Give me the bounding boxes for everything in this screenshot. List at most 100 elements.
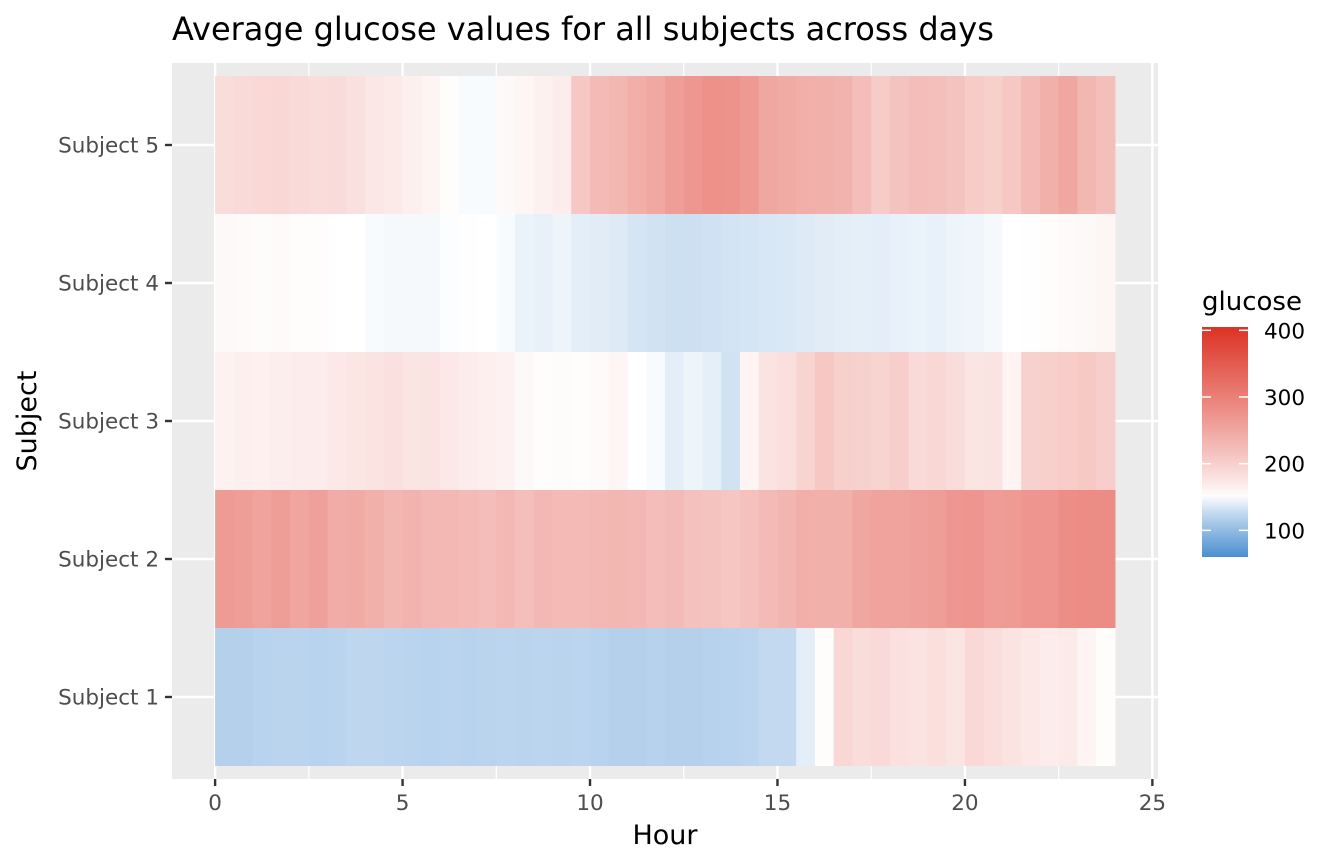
heatmap-cell (702, 352, 722, 490)
heatmap-cell (571, 214, 591, 352)
heatmap-cell (365, 352, 385, 490)
heatmap-cell (327, 352, 347, 490)
heatmap-cell (458, 352, 479, 490)
heatmap-cell (421, 490, 441, 628)
heatmap-cell (665, 490, 685, 628)
heatmap-cell (1039, 490, 1060, 628)
heatmap-cell (646, 214, 666, 352)
heatmap-cell (533, 352, 554, 490)
heatmap-cell (421, 76, 441, 214)
heatmap-cell (627, 628, 647, 766)
heatmap-cell (1058, 214, 1078, 352)
heatmap-cell (233, 214, 254, 352)
heatmap-cell (852, 214, 872, 352)
heatmap-cell (383, 352, 404, 490)
x-tick-label: 5 (396, 791, 410, 816)
heatmap-cell (964, 490, 985, 628)
heatmap-cell (1039, 76, 1060, 214)
heatmap-cell (552, 628, 572, 766)
heatmap-cell (777, 352, 797, 490)
legend-label: 100 (1264, 519, 1305, 544)
heatmap-cell (233, 76, 254, 214)
heatmap-cell (927, 490, 947, 628)
heatmap-cell (590, 76, 610, 214)
heatmap-cell (1021, 352, 1041, 490)
heatmap-cell (833, 214, 854, 352)
heatmap-tiles (215, 76, 1116, 766)
heatmap-cell (383, 76, 404, 214)
legend-ticks: 100 200 300 400 (1202, 319, 1305, 544)
heatmap-cell (290, 214, 310, 352)
heatmap-cell (683, 628, 704, 766)
heatmap-cell (552, 214, 572, 352)
heatmap-cell (871, 628, 891, 766)
heatmap-cell (814, 352, 835, 490)
heatmap-cell (515, 352, 535, 490)
heatmap-cell (590, 214, 610, 352)
heatmap-cell (646, 76, 666, 214)
heatmap-cell (946, 76, 966, 214)
heatmap-cell (1077, 214, 1097, 352)
heatmap-cell (571, 628, 591, 766)
heatmap-cell (308, 628, 329, 766)
heatmap-cell (402, 490, 422, 628)
legend: glucose 100 200 300 400 (1202, 287, 1305, 557)
heatmap-cell (796, 76, 816, 214)
heatmap-cell (496, 76, 516, 214)
heatmap-cell (308, 76, 329, 214)
heatmap-cell (1039, 628, 1060, 766)
heatmap-cell (814, 628, 835, 766)
heatmap-cell (1077, 628, 1097, 766)
heatmap-cell (683, 76, 704, 214)
heatmap-cell (721, 628, 741, 766)
heatmap-cell (739, 628, 760, 766)
heatmap-cell (983, 76, 1004, 214)
heatmap-cell (402, 214, 422, 352)
heatmap-cell (271, 490, 291, 628)
heatmap-cell (308, 352, 329, 490)
heatmap-cell (496, 214, 516, 352)
heatmap-cell (233, 352, 254, 490)
heatmap-cell (1021, 76, 1041, 214)
heatmap-cell (383, 490, 404, 628)
heatmap-cell (533, 628, 554, 766)
heatmap-cell (1002, 628, 1022, 766)
heatmap-cell (215, 628, 235, 766)
heatmap-cell (889, 76, 910, 214)
heatmap-cell (964, 214, 985, 352)
heatmap-cell (1096, 352, 1116, 490)
heatmap-cell (271, 214, 291, 352)
heatmap-cell (383, 214, 404, 352)
heatmap-cell (927, 76, 947, 214)
heatmap-cell (702, 628, 722, 766)
heatmap-cell (833, 352, 854, 490)
heatmap-cell (233, 490, 254, 628)
heatmap-cell (290, 490, 310, 628)
y-tick-label: Subject 4 (58, 272, 159, 297)
heatmap-cell (665, 76, 685, 214)
heatmap-cell (721, 76, 741, 214)
heatmap-cell (946, 352, 966, 490)
heatmap-cell (1096, 214, 1116, 352)
heatmap-cell (327, 628, 347, 766)
heatmap-cell (627, 352, 647, 490)
heatmap-cell (646, 628, 666, 766)
heatmap-cell (796, 628, 816, 766)
heatmap-cell (833, 628, 854, 766)
heatmap-cell (627, 76, 647, 214)
heatmap-cell (927, 628, 947, 766)
heatmap-cell (646, 490, 666, 628)
heatmap-cell (852, 628, 872, 766)
heatmap-cell (889, 352, 910, 490)
heatmap-cell (1039, 352, 1060, 490)
heatmap-cell (721, 214, 741, 352)
heatmap-cell (252, 214, 272, 352)
heatmap-cell (515, 214, 535, 352)
heatmap-cell (608, 76, 629, 214)
legend-label: 200 (1264, 453, 1305, 478)
heatmap-cell (533, 76, 554, 214)
x-tick-label: 15 (764, 791, 791, 816)
heatmap-cell (852, 490, 872, 628)
heatmap-cell (215, 352, 235, 490)
